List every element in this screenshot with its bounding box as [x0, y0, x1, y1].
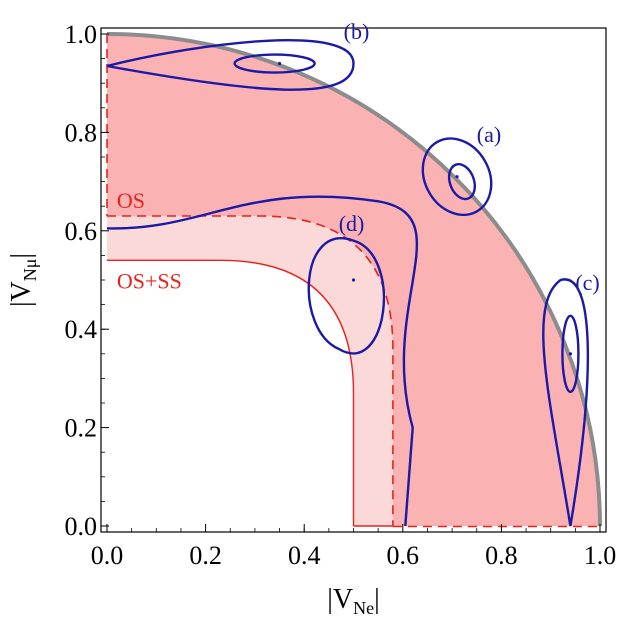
contour-a-outer [421, 137, 493, 217]
contour-c-inner [561, 314, 580, 393]
y-tick-label: 0.6 [65, 217, 98, 246]
labels: OS OS+SS (a) (b) (c) (d) [117, 19, 600, 295]
benchmark-label-2: (b) [344, 19, 370, 44]
region-label-os-ss: OS+SS [117, 268, 182, 293]
os-boundary-line [107, 215, 394, 526]
x-tick-label: 0.6 [387, 541, 420, 570]
benchmark-point-1 [455, 175, 459, 179]
x-tick-label: 0.0 [91, 541, 124, 570]
x-tick-label: 1.0 [584, 541, 617, 570]
benchmark-point-4 [351, 278, 356, 282]
y-tick-label: 1.0 [65, 20, 98, 49]
contour-long [106, 195, 419, 527]
y-tick-label: 0.8 [65, 118, 98, 147]
benchmark-label-1: (a) [477, 122, 501, 147]
os-ss-boundary-line [107, 259, 355, 526]
benchmark-contours [106, 39, 590, 527]
benchmark-label-3: (c) [575, 270, 599, 295]
excluded-region [107, 260, 354, 526]
contour-c-outer [542, 278, 590, 527]
contour-b-inner [233, 53, 316, 74]
y-tick-label: 0.4 [65, 315, 98, 344]
y-tick-label: 0.2 [65, 414, 98, 443]
contour-a-inner [447, 162, 477, 201]
y-axis-label: |VNμ| [6, 253, 40, 307]
x-tick-label: 0.4 [288, 541, 321, 570]
x-tick-label: 0.8 [485, 541, 518, 570]
y-tick-label: 0.0 [65, 512, 98, 541]
x-axis-label: |VNe| [327, 584, 379, 618]
region-label-os: OS [117, 188, 145, 213]
os-ss-region [107, 216, 393, 526]
x-tick-label: 0.2 [189, 541, 222, 570]
benchmark-point-3 [568, 352, 573, 356]
axis-ticks: 0.0 0.2 0.4 0.6 0.8 1.0 0.0 0.2 0.4 0.6 0.8 1.0 [65, 20, 617, 570]
benchmark-label-4: (d) [339, 211, 365, 236]
benchmark-point-2 [277, 61, 282, 66]
contour-d [307, 237, 386, 355]
contour-b-outer [106, 39, 355, 91]
